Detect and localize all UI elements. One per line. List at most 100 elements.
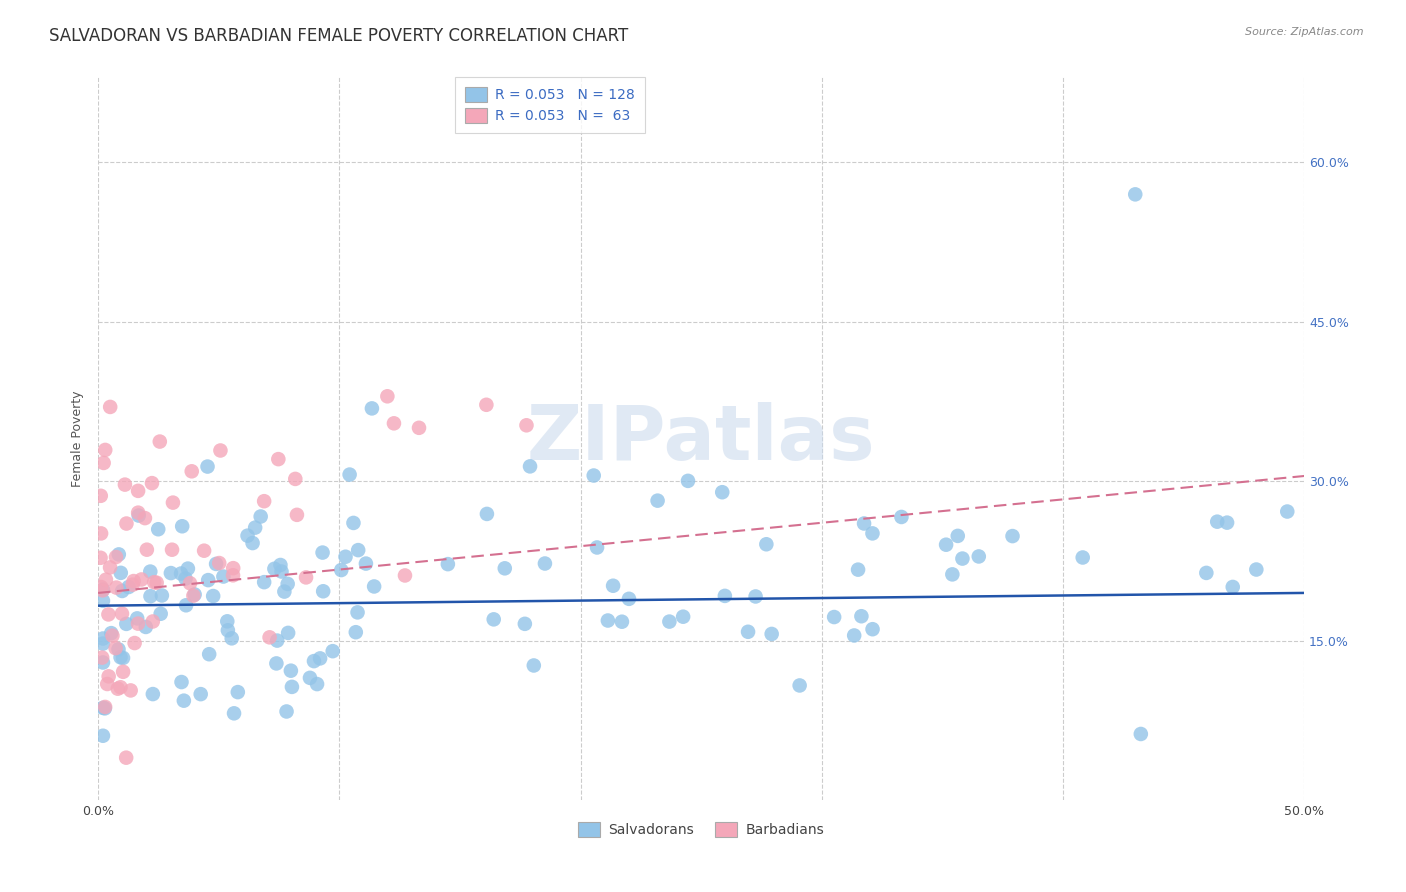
Point (149, 607, 172, 621)
Point (105, 549, 128, 564)
Point (935, 538, 957, 552)
Point (107, 681, 129, 696)
Point (91, 594, 114, 608)
Point (141, 476, 163, 491)
Point (1195, 566, 1218, 580)
Point (952, 551, 974, 566)
Point (277, 577, 299, 591)
Point (114, 477, 136, 491)
Point (90, 580, 112, 594)
Point (135, 620, 157, 634)
Point (789, 678, 811, 692)
Point (90, 526, 112, 541)
Point (307, 677, 329, 691)
Point (298, 671, 321, 685)
Point (862, 526, 884, 541)
Point (135, 542, 157, 557)
Point (276, 705, 298, 719)
Point (1216, 516, 1239, 530)
Point (361, 401, 384, 416)
Point (280, 664, 302, 678)
Point (586, 541, 609, 555)
Point (149, 434, 172, 449)
Point (90, 550, 112, 565)
Point (846, 563, 869, 577)
Point (121, 577, 143, 591)
Point (197, 459, 219, 474)
Point (737, 624, 759, 639)
Point (173, 694, 195, 708)
Point (270, 565, 292, 579)
Point (97, 669, 120, 683)
Point (346, 606, 368, 620)
Point (115, 516, 138, 531)
Point (823, 610, 845, 624)
Point (676, 474, 699, 488)
Point (617, 591, 640, 606)
Point (475, 507, 498, 521)
Point (222, 561, 245, 575)
Point (107, 548, 129, 562)
Point (127, 616, 149, 631)
Point (658, 615, 681, 629)
Point (183, 587, 205, 601)
Point (437, 557, 460, 571)
Legend: Salvadorans, Barbadians: Salvadorans, Barbadians (571, 814, 831, 844)
Point (269, 558, 291, 572)
Point (363, 579, 385, 593)
Point (197, 573, 219, 587)
Point (98, 560, 121, 574)
Point (253, 575, 276, 590)
Point (1071, 550, 1094, 565)
Text: SALVADORAN VS BARBADIAN FEMALE POVERTY CORRELATION CHART: SALVADORAN VS BARBADIAN FEMALE POVERTY C… (49, 27, 628, 45)
Point (335, 549, 357, 564)
Point (1001, 529, 1024, 543)
Point (205, 557, 228, 571)
Point (862, 622, 884, 636)
Point (94, 442, 117, 457)
Point (285, 508, 308, 522)
Point (844, 628, 866, 642)
Point (174, 572, 197, 586)
Point (647, 493, 669, 508)
Point (91, 632, 114, 646)
Point (851, 609, 873, 624)
Point (174, 599, 197, 613)
Point (105, 581, 128, 595)
Point (475, 398, 498, 412)
Point (115, 750, 138, 764)
Point (107, 642, 129, 657)
Point (111, 584, 134, 599)
Point (183, 589, 205, 603)
Point (100, 626, 122, 640)
Point (209, 443, 232, 458)
Point (354, 557, 377, 571)
Point (202, 589, 225, 603)
Point (266, 633, 288, 648)
Point (143, 575, 166, 590)
Point (91, 729, 114, 743)
Point (266, 657, 288, 671)
Point (160, 566, 183, 580)
Point (284, 472, 307, 486)
Point (596, 614, 619, 628)
Point (330, 563, 353, 577)
Point (131, 573, 153, 587)
Point (311, 545, 333, 559)
Point (515, 418, 537, 433)
Point (127, 611, 149, 625)
Point (523, 658, 546, 673)
Point (139, 589, 162, 603)
Point (309, 651, 332, 665)
Point (94, 700, 117, 714)
Point (249, 509, 271, 524)
Point (193, 543, 215, 558)
Point (90, 489, 112, 503)
Point (1123, 187, 1146, 202)
Point (755, 537, 778, 551)
Point (494, 561, 516, 575)
Point (139, 565, 162, 579)
Point (259, 630, 281, 644)
Point (180, 464, 202, 478)
Point (208, 556, 231, 570)
